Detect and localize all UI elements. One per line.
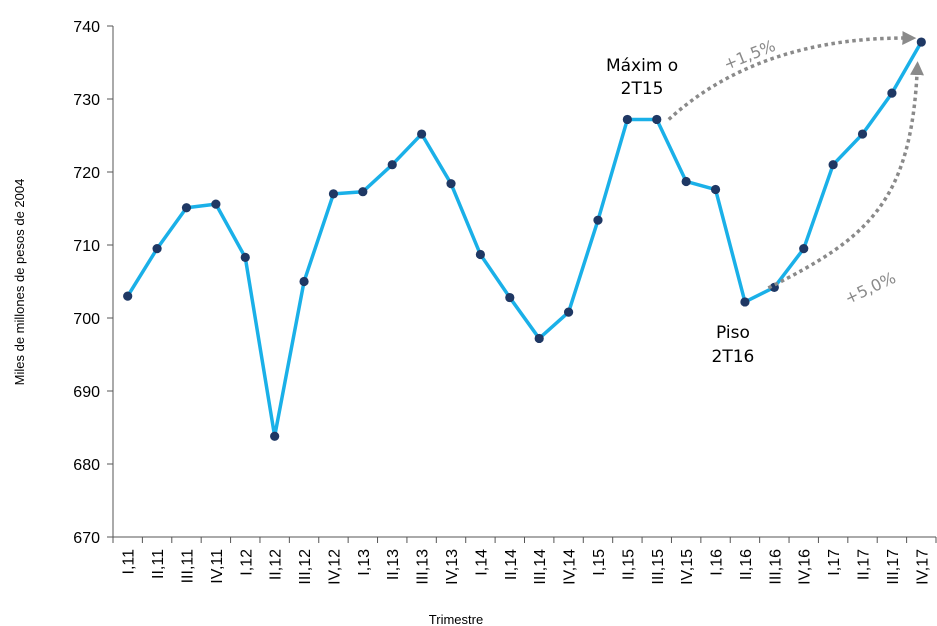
data-point — [652, 114, 662, 125]
arrow-from-min — [767, 61, 924, 290]
x-tick-label: III,13 — [415, 549, 432, 585]
x-tick-label: II,13 — [385, 549, 402, 580]
series-layer — [123, 37, 926, 441]
y-axis-title: Miles de millones de pesos de 2004 — [12, 179, 27, 386]
annotation-max-label: 2T15 — [621, 79, 664, 99]
x-axis-title: Trimestre — [429, 612, 483, 626]
x-tick-label: IV,16 — [797, 549, 814, 585]
data-point — [387, 160, 397, 170]
data-point — [857, 129, 868, 139]
data-point — [887, 88, 897, 98]
x-tick-label: IV,14 — [562, 549, 579, 585]
y-tick-label: 700 — [73, 311, 100, 328]
series-line — [126, 41, 923, 439]
x-tick-label: II,14 — [503, 549, 520, 580]
data-point — [240, 252, 250, 263]
data-point — [622, 114, 632, 125]
annotation-max-label: Máxim o — [606, 56, 678, 76]
annotation-pct-max: +1,5% — [721, 36, 778, 74]
data-point — [211, 199, 221, 209]
x-tick-label: III,12 — [297, 549, 314, 585]
x-tick-label: III,17 — [885, 549, 902, 585]
x-tick-label: II,11 — [150, 549, 167, 579]
x-tick-label: I,17 — [826, 549, 843, 576]
data-point — [799, 244, 809, 254]
data-point — [446, 179, 456, 189]
y-tick-label: 690 — [73, 384, 100, 401]
data-point — [181, 203, 192, 213]
data-point — [299, 276, 309, 287]
x-tick-label: III,15 — [650, 549, 667, 585]
data-point — [417, 129, 427, 139]
arrow-from-max — [667, 30, 917, 121]
y-tick-label: 680 — [73, 457, 100, 474]
data-point — [475, 249, 486, 260]
x-tick-label: I,13 — [356, 549, 373, 576]
annotation-min-label: 2T16 — [712, 347, 755, 367]
x-tick-label: I,16 — [709, 549, 726, 576]
x-tick-label: IV,11 — [209, 549, 226, 584]
x-tick-label: IV,17 — [914, 549, 931, 585]
x-tick-label: IV,13 — [444, 549, 461, 585]
x-tick-label: I,11 — [121, 549, 138, 575]
data-point — [123, 291, 133, 301]
y-tick-label: 670 — [73, 530, 100, 547]
data-point — [505, 292, 515, 303]
data-point — [710, 184, 721, 195]
x-tick-label: I,14 — [473, 549, 490, 576]
data-point — [681, 176, 691, 187]
x-tick-label: III,16 — [767, 549, 784, 585]
data-point — [916, 37, 926, 47]
data-point — [328, 189, 339, 199]
x-tick-label: II,15 — [620, 549, 637, 580]
x-tick-label: II,12 — [268, 549, 285, 580]
data-point — [270, 431, 280, 441]
data-point — [593, 215, 603, 225]
y-tick-label: 710 — [73, 238, 100, 255]
data-point — [828, 160, 838, 170]
x-tick-label: IV,15 — [679, 549, 696, 585]
y-axis: 670 680 690 700 710 720 730 740 — [73, 19, 114, 547]
data-point — [740, 297, 750, 307]
x-tick-label: II,17 — [856, 549, 873, 580]
x-tick-label: IV,12 — [326, 549, 343, 585]
y-tick-label: 720 — [73, 165, 100, 182]
x-axis: I,11 II,11 III,11 IV,11 I,12 II,12 III,12 IV,12… — [112, 536, 937, 585]
x-tick-label: I,12 — [238, 549, 255, 576]
data-point — [534, 333, 544, 344]
data-point — [152, 244, 162, 254]
data-point — [563, 307, 574, 317]
annotation-layer: Máxim o 2T15 Piso 2T16 +1,5% +5,0% — [606, 30, 924, 367]
y-tick-label: 730 — [73, 92, 100, 109]
annotation-min-label: Piso — [716, 323, 750, 343]
x-tick-label: III,14 — [532, 549, 549, 585]
x-tick-label: I,15 — [591, 549, 608, 576]
x-tick-label: II,16 — [738, 549, 755, 580]
data-point — [358, 187, 368, 197]
annotation-pct-min: +5,0% — [842, 268, 899, 308]
y-tick-label: 740 — [73, 19, 100, 36]
x-tick-label: III,11 — [179, 549, 196, 583]
